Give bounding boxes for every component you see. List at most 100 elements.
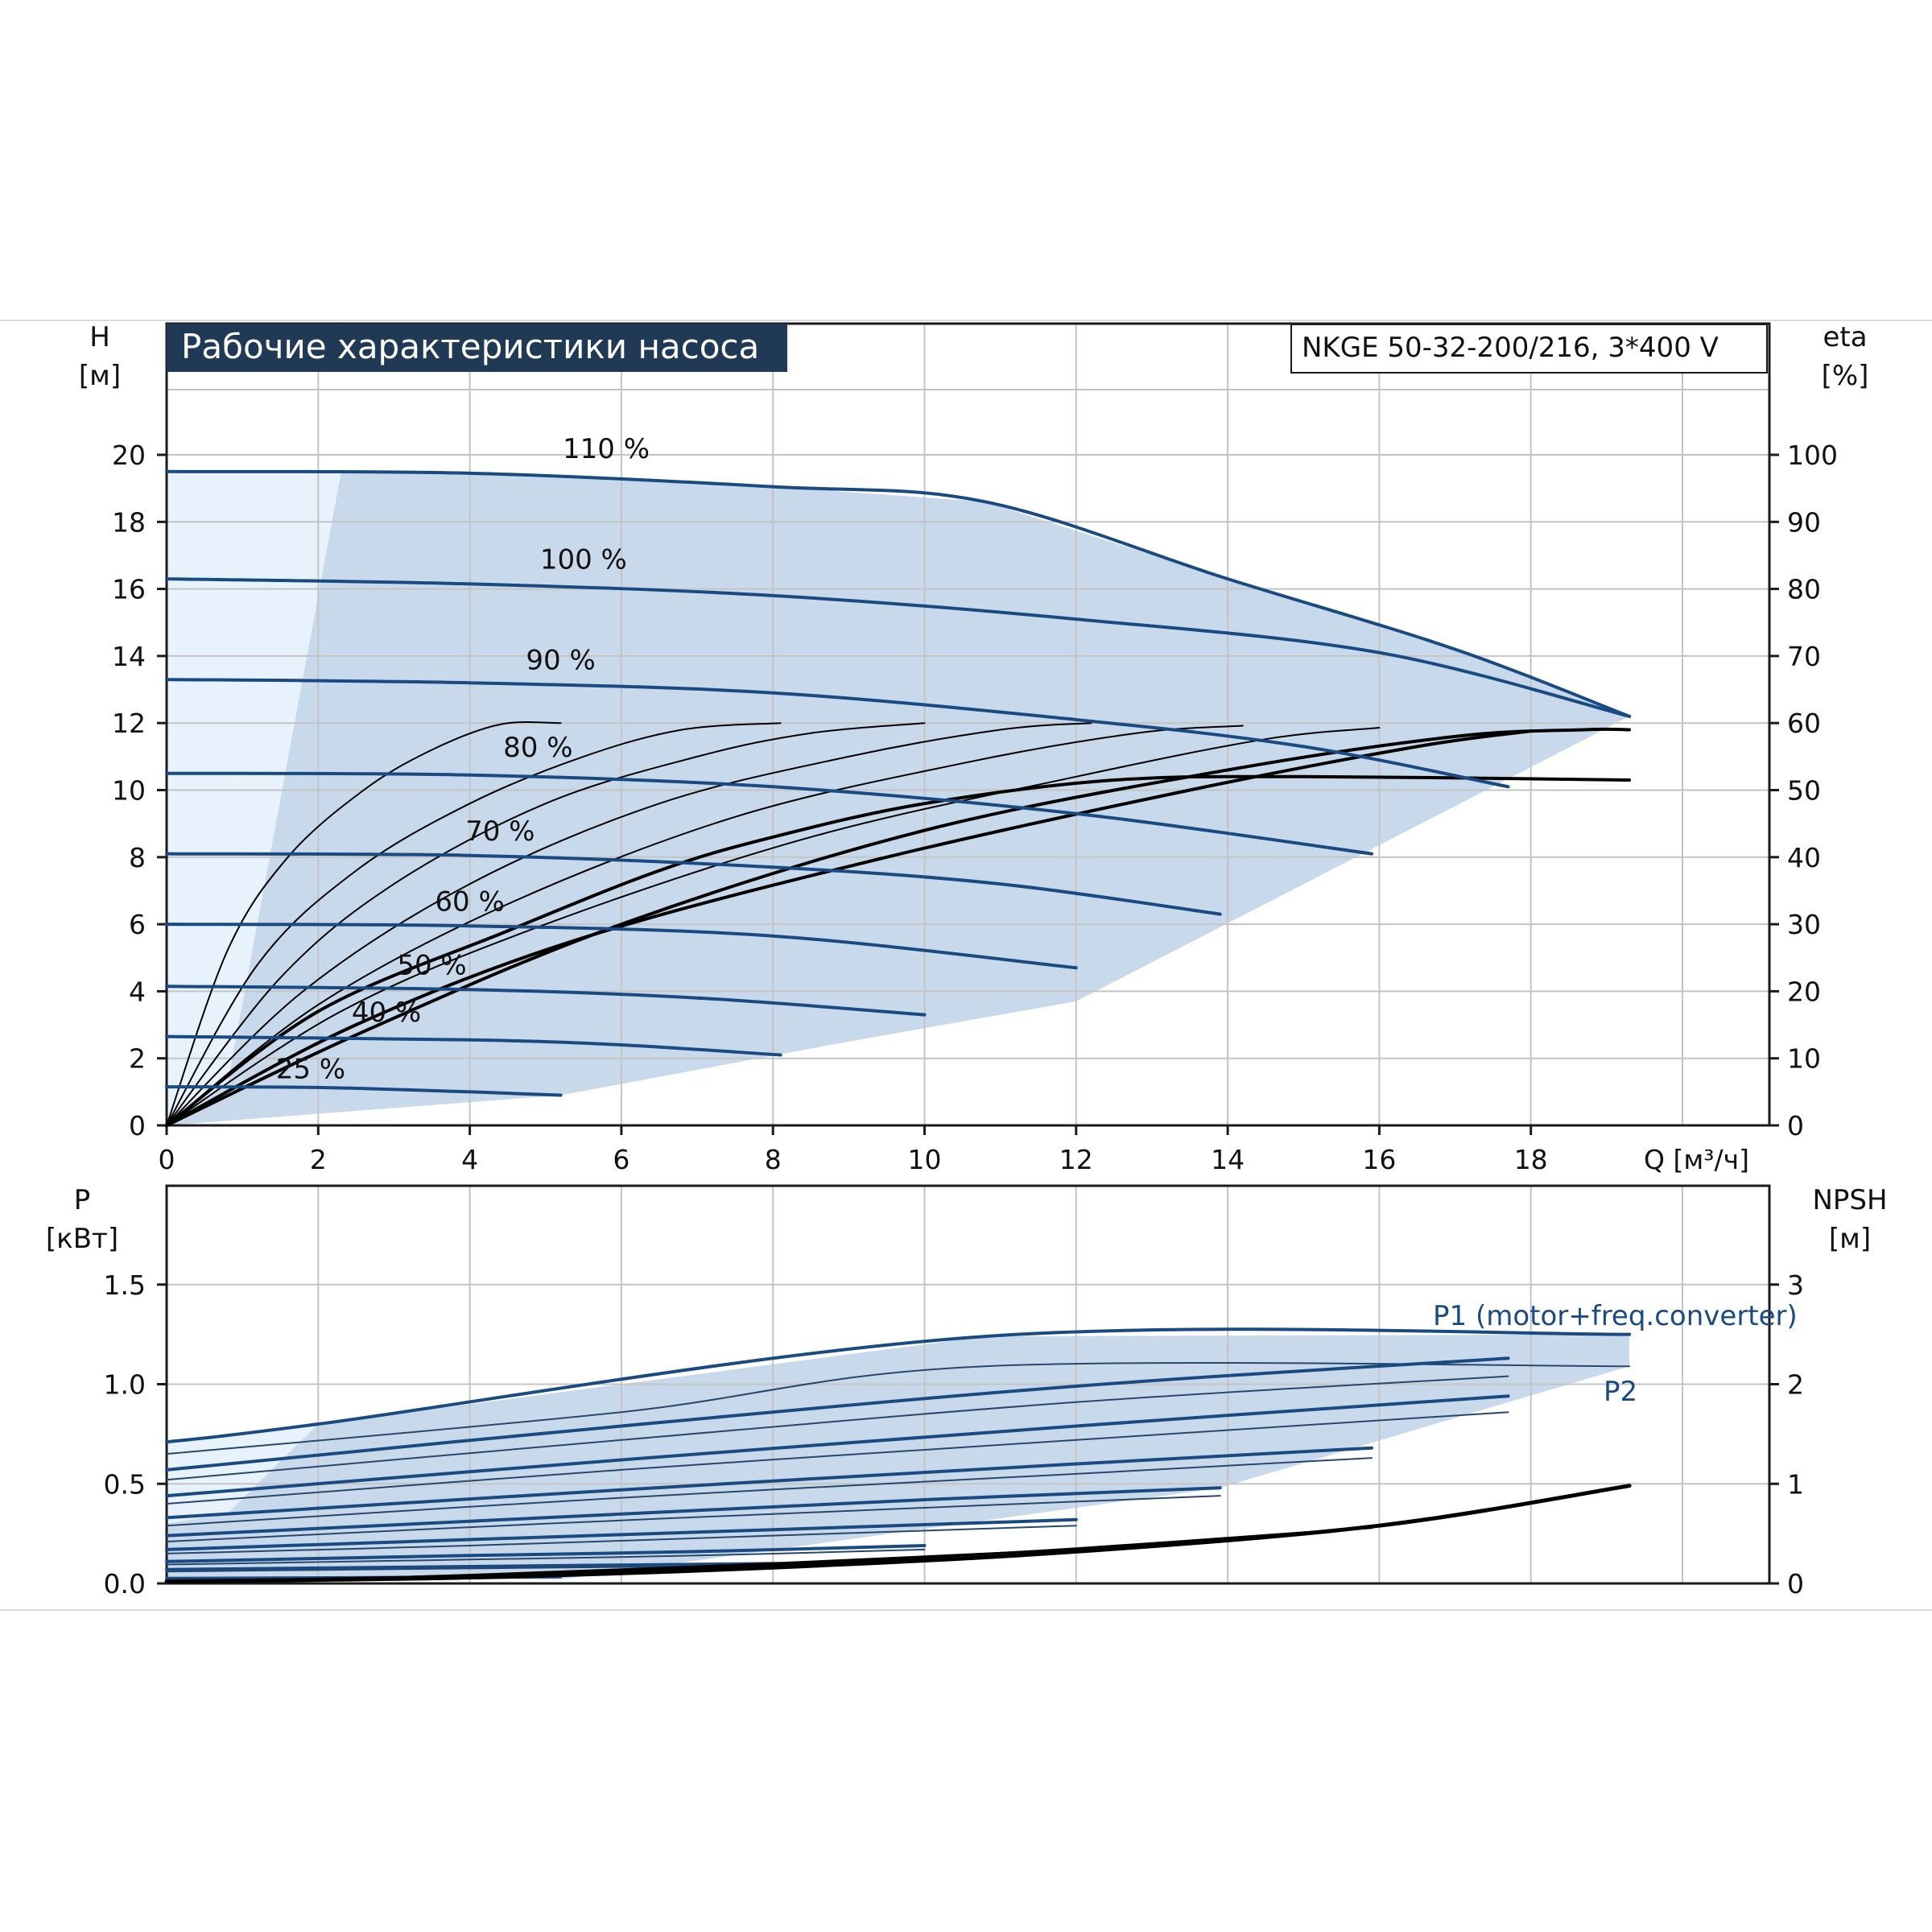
efficiency-curve [165,727,1632,1127]
power-y-tick-label: 0.5 [104,1468,146,1500]
head-x-tick-label: 0 [159,1144,175,1175]
p2-curve [166,1375,1509,1481]
eta-tick-label: 30 [1787,909,1821,940]
eta-tick-label: 100 [1787,440,1838,471]
power-y-tick-label: 0.0 [104,1568,146,1600]
p2-curve [166,1495,1221,1542]
head-y-tick-label: 4 [129,976,146,1007]
head-y-tick-label: 20 [112,440,146,471]
speed-curve-label: 60 % [435,886,504,918]
eta-tick-label: 90 [1787,506,1821,538]
power-axis-unit: [кВт] [46,1223,118,1255]
p2-series-label: P2 [1604,1376,1637,1408]
p1-curve [165,1562,782,1571]
power-y-tick-label: 1.5 [104,1269,146,1301]
extended-range-area [167,471,341,1125]
p1-curve [165,1544,927,1563]
npsh-axis-symbol: NPSH [1812,1184,1887,1216]
efficiency-curve [165,729,1533,1127]
y-axis-unit: [м] [79,360,121,392]
npsh-tick-label: 3 [1787,1269,1804,1301]
speed-curve-label: 25 % [276,1054,345,1086]
head-x-tick-label: 10 [908,1144,942,1175]
head-curve [165,771,1373,856]
head-curve [165,852,1222,916]
p1-curve [165,1517,1078,1551]
eta-tick-label: 70 [1787,641,1821,672]
speed-curve-label: 40 % [352,997,421,1029]
p1-curve [165,1486,1222,1538]
speed-curve-label: 80 % [503,732,572,764]
head-y-tick-label: 16 [112,574,146,605]
head-y-tick-label: 0 [129,1110,146,1141]
npsh-curve [165,1562,782,1583]
head-plot-frame [165,322,1771,1127]
speed-curve-label: 70 % [465,815,535,848]
model-label: NKGE 50-32-200/216, 3*400 V [1302,332,1719,364]
head-curve [165,678,1510,789]
npsh-tick-label: 2 [1787,1369,1804,1401]
p1-curve [165,1356,1510,1472]
eta-axis-symbol: eta [1823,321,1867,353]
head-y-tick-label: 8 [129,842,146,873]
speed-curve-label: 90 % [526,645,595,677]
speed-curve-label: 100 % [540,544,627,576]
power-axis-symbol: P [74,1184,91,1216]
head-curve [165,577,1632,718]
head-x-tick-label: 14 [1211,1144,1245,1175]
eta-tick-label: 20 [1787,976,1821,1007]
p2-curve [166,1548,926,1566]
eta-tick-label: 60 [1787,708,1821,739]
x-axis-label: Q [м³/ч] [1644,1144,1749,1175]
head-x-tick-label: 4 [461,1144,478,1175]
speed-curve-label: 50 % [397,950,466,982]
power-y-tick-label: 1.0 [104,1369,146,1401]
p1-curve [165,1394,1510,1498]
npsh-axis-unit: [м] [1829,1223,1871,1255]
head-y-tick-label: 14 [112,641,146,672]
p2-curve [166,1457,1373,1527]
head-curve [165,1085,563,1097]
p1-curve [165,1327,1632,1444]
model-box [1290,324,1768,374]
head-curve [165,985,927,1017]
eta-tick-label: 80 [1787,574,1821,605]
speed-curve-label: 110 % [563,433,650,465]
npsh-tick-label: 1 [1787,1468,1804,1500]
y-axis-symbol: H [89,321,110,353]
efficiency-curve [166,724,1244,1126]
efficiency-curve [166,722,782,1126]
p2-curve [166,1361,1631,1455]
eta-tick-label: 10 [1787,1043,1821,1075]
npsh-tick-label: 0 [1787,1568,1804,1600]
p1-curve [165,1446,1373,1520]
head-x-tick-label: 12 [1059,1144,1093,1175]
head-y-tick-label: 18 [112,506,146,538]
head-curve [165,923,1078,970]
efficiency-curve [166,722,1092,1126]
p2-curve [166,1411,1509,1505]
eta-axis-unit: [%] [1822,360,1869,392]
efficiency-curve [165,774,1632,1127]
head-x-tick-label: 8 [765,1144,782,1175]
head-x-tick-label: 6 [613,1144,630,1175]
power-panel: 0.0 0.5 1.0 1.5 0 1 2 3 P [кВт] NPSH [м] P1 (motor+f… [46,1184,1888,1600]
efficiency-curve [166,722,926,1126]
head-x-tick-label: 18 [1514,1144,1548,1175]
head-y-tick-label: 12 [112,708,146,739]
p1-series-label: P1 (motor+freq.converter) [1433,1300,1798,1332]
operating-range-area [167,471,1630,1125]
chart-title: Рабочие характеристики насоса [181,327,759,366]
eta-tick-label: 0 [1787,1110,1804,1141]
head-y-tick-label: 6 [129,909,146,940]
head-curve [165,1034,782,1057]
p2-curve [166,1525,1077,1554]
title-box [167,324,787,372]
head-panel: 0 2 4 6 8 10 12 14 16 18 20 0 10 20 30 40 50 60 70 80 90 100 0… [79,321,1869,1175]
efficiency-curve [166,727,1381,1126]
head-y-tick-label: 10 [112,775,146,807]
head-x-tick-label: 16 [1362,1144,1396,1175]
head-x-tick-label: 2 [310,1144,327,1175]
eta-tick-label: 40 [1787,842,1821,873]
